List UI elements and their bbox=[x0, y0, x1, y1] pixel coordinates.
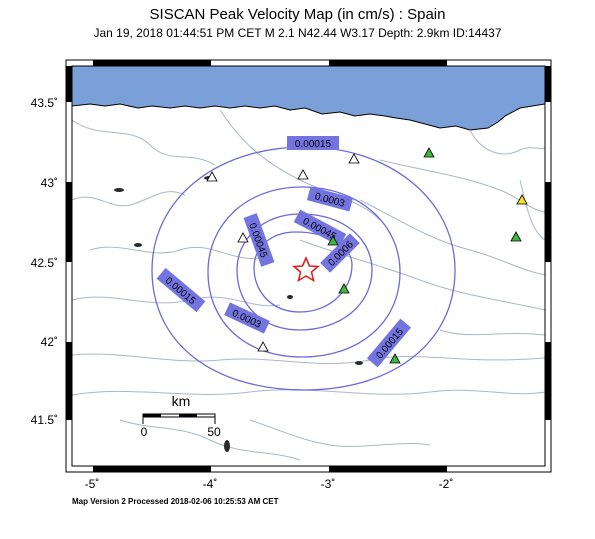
event-info: Jan 19, 2018 01:44:51 PM CET M 2.1 N42.4… bbox=[93, 26, 502, 40]
station-triangle-white bbox=[297, 169, 309, 180]
contour-0.0003 bbox=[207, 186, 401, 358]
station-triangle-green bbox=[389, 353, 401, 364]
map-title: SISCAN Peak Velocity Map (in cm/s) : Spa… bbox=[149, 6, 446, 23]
contour-0.00045-outer bbox=[236, 213, 373, 331]
station-triangle-green bbox=[327, 235, 339, 246]
map-area bbox=[72, 66, 545, 466]
scale-bar-min-label: 0 bbox=[140, 425, 148, 439]
svg-text:0.00015: 0.00015 bbox=[295, 139, 332, 150]
station-triangle-green bbox=[338, 283, 350, 294]
sea-area bbox=[71, 65, 546, 131]
station-triangle-white bbox=[257, 341, 269, 352]
rivers-borders bbox=[71, 109, 546, 461]
station-triangle-yellow bbox=[516, 194, 528, 205]
map-frame bbox=[65, 59, 552, 473]
scale-bar bbox=[142, 413, 216, 424]
scale-bar-max-label: 50 bbox=[207, 425, 221, 439]
epicenter-star-icon bbox=[291, 256, 321, 283]
stations bbox=[206, 147, 528, 364]
lon-label: -5˚ bbox=[84, 477, 100, 491]
scale-bar-unit: km bbox=[171, 393, 191, 409]
station-triangle-green bbox=[423, 147, 435, 158]
map-version-footer: Map Version 2 Processed 2018-02-06 10:25… bbox=[72, 497, 279, 506]
lat-label: 42˚ bbox=[40, 335, 58, 349]
station-triangle-white bbox=[348, 153, 360, 164]
lat-label: 42.5˚ bbox=[30, 256, 58, 270]
station-triangle-white bbox=[237, 232, 249, 243]
station-triangle-green bbox=[510, 231, 522, 242]
lat-label: 43˚ bbox=[40, 176, 58, 190]
station-triangle-white bbox=[206, 171, 218, 182]
lat-label: 43.5˚ bbox=[30, 96, 58, 110]
lon-label: -2˚ bbox=[438, 477, 454, 491]
contour-0.00015 bbox=[151, 146, 456, 391]
contour-label: 0.00015 bbox=[287, 136, 339, 150]
lon-label: -4˚ bbox=[202, 477, 218, 491]
lakes bbox=[114, 176, 363, 452]
lon-label: -3˚ bbox=[320, 477, 336, 491]
lat-label: 41.5˚ bbox=[30, 413, 58, 427]
